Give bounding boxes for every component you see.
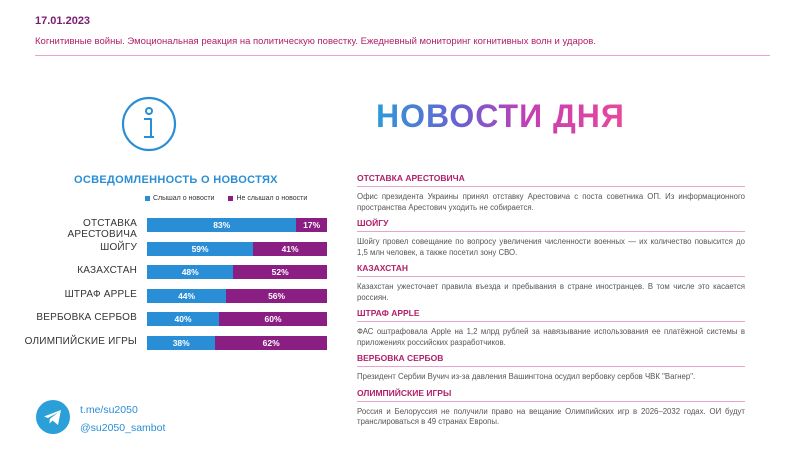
stacked-bar: 38% 62% [147,335,327,350]
chart-row: ОЛИМПИЙСКИЕ ИГРЫ 38% 62% [15,334,335,358]
news-heading: ВЕРБОВКА СЕРБОВ [357,353,745,368]
chart-row: КАЗАХСТАН 48% 52% [15,263,335,287]
news-list: ОТСТАВКА АРЕСТОВИЧА Офис президента Украи… [357,173,745,433]
bar-not-heard: 62% [215,335,327,350]
legend-not-heard: Не слышал о новости [228,195,307,202]
news-text: Президент Сербии Вучич из-за давления Ва… [357,372,696,382]
news-text: Казахстан ужесточает правила въезда и пр… [357,282,745,302]
telegram-icon [36,400,70,434]
news-heading: ОЛИМПИЙСКИЕ ИГРЫ [357,388,745,402]
news-heading: ШТРАФ APPLE [357,308,745,323]
bar-not-heard: 17% [296,218,327,232]
info-icon [121,96,177,152]
stacked-bar: 40% 60% [147,312,327,326]
news-heading: ОТСТАВКА АРЕСТОВИЧА [357,173,745,187]
news-heading: КАЗАХСТАН [357,263,745,278]
stacked-bar: 48% 52% [147,265,327,279]
news-item: ШОЙГУ Шойгу провел совещание по вопросу у… [357,218,745,258]
news-item: ВЕРБОВКА СЕРБОВ Президент Сербии Вучич из… [357,353,745,383]
date-label: 17.01.2023 [35,15,91,27]
telegram-bot-handle[interactable]: @su2050_sambot [80,422,166,434]
chart-legend: Слышал о новости Не слышал о новости [145,195,307,202]
legend-heard-label: Слышал о новости [153,195,215,202]
category-label: ШОЙГУ [100,241,137,253]
category-label: КАЗАХСТАН [77,265,137,276]
bar-not-heard: 41% [253,241,327,256]
legend-not-heard-label: Не слышал о новости [236,195,308,202]
telegram-link[interactable]: t.me/su2050 [80,404,138,416]
chart-row: ВЕРБОВКА СЕРБОВ 40% 60% [15,310,335,334]
bar-heard: 48% [147,265,234,279]
news-text: Шойгу провел совещание по вопросу увелич… [357,237,745,257]
bar-not-heard: 56% [226,288,327,303]
category-label: ОЛИМПИЙСКИЕ ИГРЫ [24,335,137,347]
chart-title: ОСВЕДОМЛЕННОСТЬ О НОВОСТЯХ [74,174,278,186]
stacked-bar: 59% 41% [147,241,327,256]
header-subtitle: Когнитивные войны. Эмоциональная реакция… [35,36,596,47]
legend-heard: Слышал о новости [145,195,214,202]
stacked-bar: 44% 56% [147,288,327,303]
news-text: Россия и Белоруссия не получили право на… [357,406,745,427]
bar-not-heard: 60% [219,312,327,326]
chart-row: ОТСТАВКА АРЕСТОВИЧА 83% 17% [15,216,335,240]
stacked-bar: 83% 17% [147,218,327,232]
awareness-chart: ОТСТАВКА АРЕСТОВИЧА 83% 17% ШОЙГУ 59% 41% КАЗА… [15,216,335,357]
chart-row: ШТРАФ APPLE 44% 56% [15,287,335,311]
bar-heard: 44% [147,288,227,303]
news-item: ОТСТАВКА АРЕСТОВИЧА Офис президента Украи… [357,173,745,213]
bar-not-heard: 52% [233,265,327,279]
news-text: Офис президента Украины принял отставку … [357,192,745,212]
bar-heard: 38% [147,335,216,350]
news-text: ФАС оштрафовала Apple на 1,2 млрд рублей… [357,327,745,347]
news-item: ОЛИМПИЙСКИЕ ИГРЫ Россия и Белоруссия не п… [357,388,745,428]
bar-heard: 59% [147,241,254,256]
news-item: ШТРАФ APPLE ФАС оштрафовала Apple на 1,2 … [357,308,745,348]
news-item: КАЗАХСТАН Казахстан ужесточает правила въ… [357,263,745,303]
bar-heard: 83% [147,218,297,232]
category-label: ШТРАФ APPLE [64,288,137,300]
category-label: ОТСТАВКА АРЕСТОВИЧА [67,218,137,240]
bar-heard: 40% [147,312,219,326]
chart-row: ШОЙГУ 59% 41% [15,240,335,264]
header-divider [35,55,770,56]
category-label: ВЕРБОВКА СЕРБОВ [36,312,137,323]
page-title: НОВОСТИ ДНЯ [376,98,625,134]
news-heading: ШОЙГУ [357,218,745,233]
